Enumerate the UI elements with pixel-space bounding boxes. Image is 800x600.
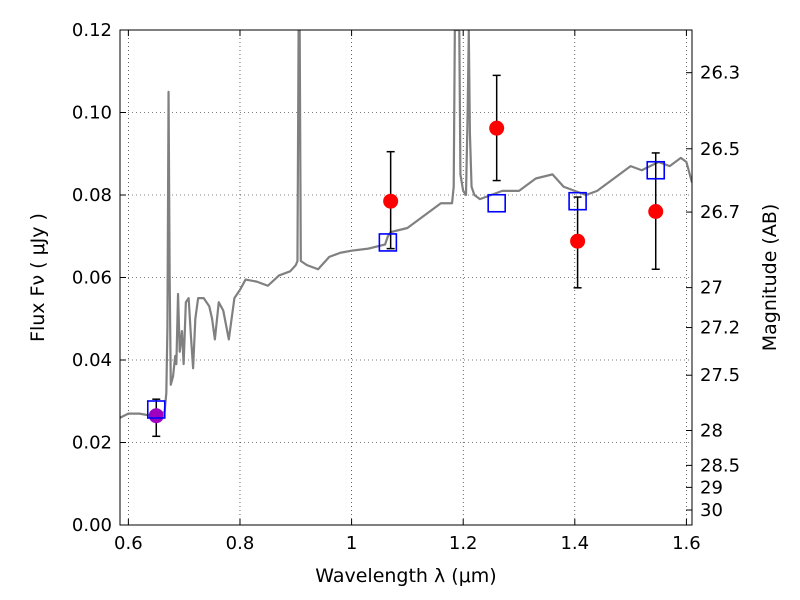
- x-tick-label: 1.2: [449, 533, 478, 554]
- magnitude-tick-label: 28: [700, 420, 723, 441]
- magnitude-tick-label: 29: [700, 477, 723, 498]
- x-tick-label: 1.6: [672, 533, 701, 554]
- magnitude-axis-title: Magnitude (AB): [759, 204, 781, 352]
- y-tick-label: 0.04: [72, 350, 112, 371]
- plot-area: [120, 30, 692, 438]
- x-tick-label: 0.6: [114, 533, 143, 554]
- observed-point: [648, 204, 664, 219]
- magnitude-tick-label: 30: [700, 500, 723, 521]
- observed-point: [570, 233, 586, 249]
- magnitude-tick-label: 27.2: [700, 318, 740, 339]
- model-photometry-square: [646, 160, 666, 180]
- magnitude-tick-label: 26.3: [700, 63, 740, 84]
- ticks: 0.6 0.8 1 1.2 1.4 1.6 0.00 0.02 0.04 0.06 0.08 0.10…: [72, 20, 740, 554]
- x-axis-title: Wavelength λ (μm): [315, 565, 496, 587]
- y-axis-title: Flux Fν ( μJy ): [27, 213, 49, 342]
- observed-point: [383, 193, 399, 209]
- y-tick-label: 0.00: [72, 515, 112, 536]
- y-tick-label: 0.10: [72, 103, 112, 124]
- model-photometry-square: [487, 193, 506, 213]
- model-photometry-square: [568, 191, 587, 211]
- model-spectrum-line: [120, 30, 692, 419]
- x-tick-label: 1.4: [560, 533, 589, 554]
- magnitude-tick-label: 28.5: [700, 455, 740, 476]
- magnitude-tick-label: 26.7: [700, 202, 740, 223]
- observed-point: [489, 120, 505, 136]
- magnitude-tick-label: 27.5: [700, 365, 740, 386]
- y-tick-label: 0.06: [72, 268, 112, 289]
- x-tick-label: 0.8: [226, 533, 255, 554]
- observed-point: [148, 408, 164, 424]
- magnitude-tick-label: 27: [700, 278, 723, 299]
- y-tick-label: 0.08: [72, 185, 112, 206]
- x-tick-label: 1: [346, 533, 357, 554]
- magnitude-tick-label: 26.5: [700, 139, 740, 160]
- y-tick-label: 0.02: [72, 433, 112, 454]
- model-photometry-square: [146, 400, 166, 419]
- model-photometry-square: [378, 233, 398, 252]
- y-tick-label: 0.12: [72, 20, 112, 41]
